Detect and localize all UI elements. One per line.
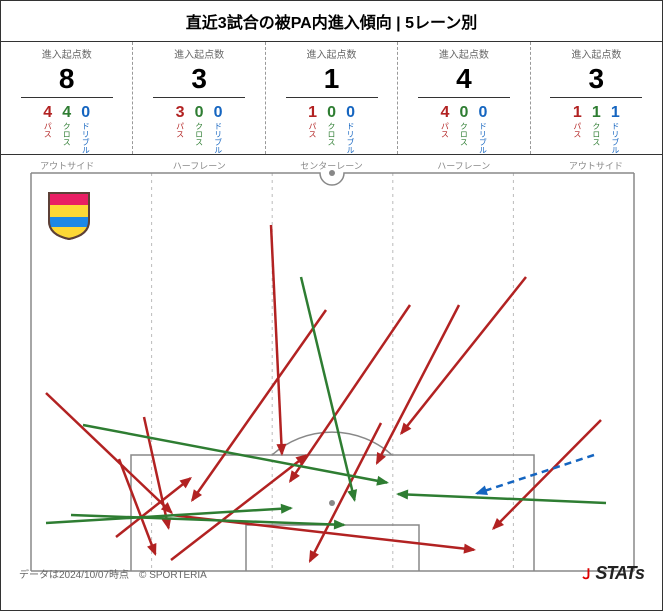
- cross-val: 0: [327, 104, 336, 122]
- stat-divider: [21, 97, 113, 98]
- pass-lab: パス: [572, 122, 583, 138]
- stat-label: 進入起点数: [439, 46, 489, 61]
- dribble-val: 0: [346, 104, 355, 122]
- stat-breakdown: 4パス0クロス0ドリブル: [439, 104, 488, 154]
- j-dot-icon: Ｊ: [579, 564, 593, 584]
- stat-total: 8: [59, 63, 75, 95]
- cross-lab: クロス: [194, 122, 205, 146]
- pass-val: 1: [308, 104, 317, 122]
- cross-lab: クロス: [458, 122, 469, 146]
- dribble-val: 0: [478, 104, 487, 122]
- stat-total: 1: [324, 63, 340, 95]
- cross-val: 1: [592, 104, 601, 122]
- footer-left: データは2024/10/07時点 © SPORTERIA: [19, 566, 207, 581]
- pass-lab: パス: [439, 122, 450, 138]
- pass-lab: パス: [42, 122, 53, 138]
- stat-total: 4: [456, 63, 472, 95]
- stat-divider: [550, 97, 642, 98]
- stat-label: 進入起点数: [571, 46, 621, 61]
- stat-col-0: 進入起点数84パス4クロス0ドリブル: [1, 42, 133, 154]
- team-badge: [47, 191, 91, 241]
- pass-lab: パス: [307, 122, 318, 138]
- stat-col-2: 進入起点数11パス0クロス0ドリブル: [266, 42, 398, 154]
- stat-label: 進入起点数: [174, 46, 224, 61]
- dribble-lab: ドリブル: [477, 122, 488, 154]
- pass-lab: パス: [175, 122, 186, 138]
- footer-right: Ｊ STATs: [579, 563, 644, 584]
- chart-title: 直近3試合の被PA内進入傾向 | 5レーン別: [1, 1, 662, 42]
- pass-val: 3: [176, 104, 185, 122]
- cross-lab: クロス: [326, 122, 337, 146]
- pass-val: 1: [573, 104, 582, 122]
- cross-lab: クロス: [61, 122, 72, 146]
- stat-col-3: 進入起点数44パス0クロス0ドリブル: [398, 42, 530, 154]
- chart-container: 直近3試合の被PA内進入傾向 | 5レーン別 進入起点数84パス4クロス0ドリブ…: [0, 0, 663, 611]
- dribble-lab: ドリブル: [345, 122, 356, 154]
- stat-total: 3: [191, 63, 207, 95]
- cross-val: 0: [459, 104, 468, 122]
- dribble-val: 0: [81, 104, 90, 122]
- dribble-lab: ドリブル: [213, 122, 224, 154]
- pitch-area: アウトサイドハーフレーンセンターレーンハーフレーンアウトサイド データは2024…: [1, 154, 662, 586]
- stat-breakdown: 3パス0クロス0ドリブル: [175, 104, 224, 154]
- cross-lab: クロス: [591, 122, 602, 146]
- footer: データは2024/10/07時点 © SPORTERIA Ｊ STATs: [1, 563, 662, 584]
- cross-val: 4: [62, 104, 71, 122]
- pass-val: 4: [440, 104, 449, 122]
- stat-divider: [286, 97, 378, 98]
- pass-val: 4: [43, 104, 52, 122]
- stats-row: 進入起点数84パス4クロス0ドリブル進入起点数33パス0クロス0ドリブル進入起点…: [1, 42, 662, 154]
- pitch-svg: [1, 155, 663, 587]
- stat-col-1: 進入起点数33パス0クロス0ドリブル: [133, 42, 265, 154]
- dribble-lab: ドリブル: [80, 122, 91, 154]
- stat-breakdown: 1パス1クロス1ドリブル: [572, 104, 621, 154]
- stat-col-4: 進入起点数31パス1クロス1ドリブル: [531, 42, 662, 154]
- cross-val: 0: [195, 104, 204, 122]
- stat-breakdown: 1パス0クロス0ドリブル: [307, 104, 356, 154]
- stat-divider: [418, 97, 510, 98]
- footer-brand: STATs: [595, 563, 644, 584]
- dribble-val: 1: [611, 104, 620, 122]
- dribble-val: 0: [214, 104, 223, 122]
- dribble-lab: ドリブル: [610, 122, 621, 154]
- stat-total: 3: [589, 63, 605, 95]
- stat-label: 進入起点数: [307, 46, 357, 61]
- stat-breakdown: 4パス4クロス0ドリブル: [42, 104, 91, 154]
- stat-divider: [153, 97, 245, 98]
- stat-label: 進入起点数: [42, 46, 92, 61]
